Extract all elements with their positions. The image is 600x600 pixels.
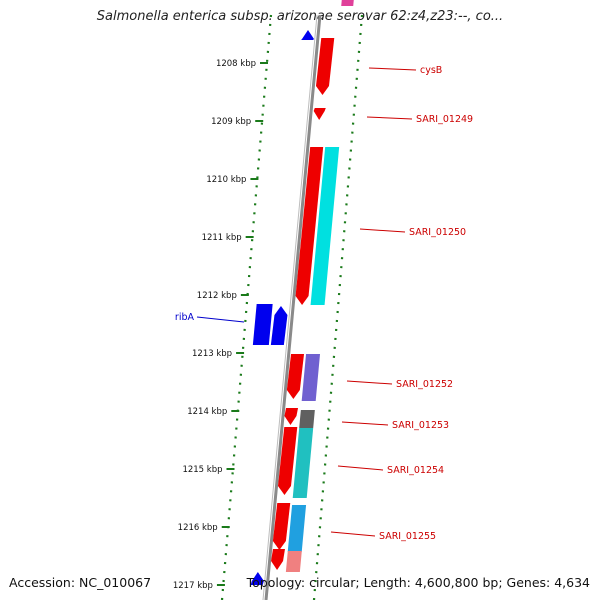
gene-SARI_01255	[272, 503, 291, 550]
backbone-shadow	[262, 14, 318, 600]
cog-next-forward	[285, 551, 302, 572]
axis-tick-label: 1211 kbp	[202, 233, 242, 243]
gene-label: ribA	[175, 312, 195, 323]
gene-top-partial	[341, 0, 354, 6]
axis-tick-label: 1214 kbp	[187, 407, 227, 417]
gene-SARI_01253	[284, 408, 299, 425]
cog-SARI_01255	[287, 505, 307, 552]
axis-tick-label: 1210 kbp	[206, 175, 246, 185]
gene-SARI_01252	[286, 354, 305, 399]
gene-label: SARI_01255	[379, 531, 436, 542]
label-leader-line	[337, 465, 384, 471]
gene-label: SARI_01252	[396, 379, 453, 390]
accession-label: Accession: NC_010067	[9, 575, 152, 590]
label-leader-line	[366, 116, 413, 120]
gene-label: SARI_01250	[409, 227, 466, 238]
gene-SARI_01254	[277, 427, 298, 495]
axis-ticks: 1208 kbp 1209 kbp 1210 kbp 1211 kbp 1212 kbp…	[173, 59, 268, 591]
label-leader-line	[359, 228, 406, 233]
label-leader-line	[330, 531, 376, 537]
axis-tick-label: 1212 kbp	[197, 291, 237, 301]
gene-top-reverse	[301, 30, 314, 40]
cog-SARI_01254	[292, 428, 314, 498]
gene-features	[250, 0, 354, 585]
backbone-line	[264, 14, 322, 600]
gene-SARI_01250	[295, 147, 324, 305]
gene-label: SARI_01253	[392, 420, 449, 431]
gene-ribA-adjacent	[270, 306, 288, 345]
axis-tick-label: 1208 kbp	[216, 59, 256, 69]
axis-tick-label: 1216 kbp	[178, 523, 218, 533]
gene-label: cysB	[420, 65, 442, 76]
label-leader-line	[196, 316, 245, 323]
cog-SARI_01250	[310, 147, 340, 305]
gene-cysB	[315, 38, 335, 95]
gene-ribA	[252, 304, 273, 345]
label-leader-line	[368, 67, 417, 71]
cog-SARI_01253	[299, 410, 315, 428]
cog-SARI_01252	[301, 354, 321, 401]
gene-SARI_01249	[313, 108, 326, 120]
gene-bottom-reverse	[250, 572, 264, 585]
label-leaders: cysB SARI_01249 SARI_01250 ribA SARI_01252 SA…	[175, 65, 473, 542]
axis-tick-label: 1217 kbp	[173, 581, 213, 591]
genome-title: Salmonella enterica subsp. arizonae sero…	[96, 9, 504, 24]
gene-next-forward	[271, 549, 285, 570]
gene-label: SARI_01254	[387, 465, 444, 476]
backbone	[262, 14, 322, 600]
genome-summary: Topology: circular; Length: 4,600,800 bp…	[246, 575, 590, 590]
axis-tick-label: 1215 kbp	[182, 465, 222, 475]
label-leader-line	[341, 421, 389, 426]
axis-tick-label: 1209 kbp	[211, 117, 251, 127]
label-leader-line	[346, 380, 393, 385]
gc-dotted-line	[312, 14, 364, 600]
gene-label: SARI_01249	[416, 114, 473, 125]
axis-tick-label: 1213 kbp	[192, 349, 232, 359]
